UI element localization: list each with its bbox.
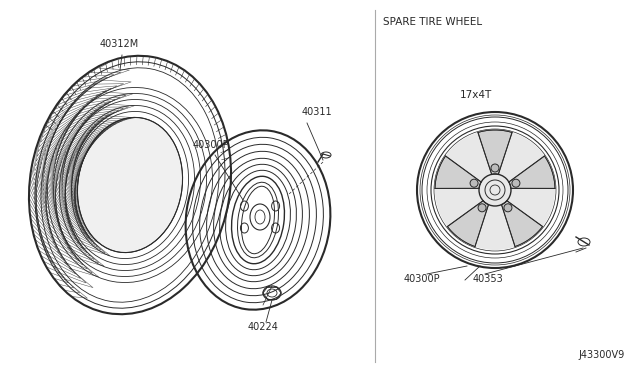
Ellipse shape [491, 164, 499, 172]
Text: SPARE TIRE WHEEL: SPARE TIRE WHEEL [383, 17, 482, 27]
Text: 40224: 40224 [248, 322, 278, 332]
Ellipse shape [470, 179, 478, 187]
Polygon shape [509, 156, 555, 189]
Polygon shape [502, 201, 543, 247]
Polygon shape [447, 201, 488, 247]
Ellipse shape [77, 118, 182, 253]
Text: 40311: 40311 [302, 107, 333, 117]
Text: 40353: 40353 [473, 274, 504, 284]
Polygon shape [435, 156, 481, 189]
Text: 17x4T: 17x4T [460, 90, 492, 100]
Text: 40312M: 40312M [100, 39, 140, 49]
Text: J43300V9: J43300V9 [579, 350, 625, 360]
Ellipse shape [478, 204, 486, 212]
Text: 40300P: 40300P [404, 274, 440, 284]
Ellipse shape [504, 204, 512, 212]
Circle shape [435, 130, 555, 250]
Polygon shape [478, 130, 512, 174]
Ellipse shape [512, 179, 520, 187]
Text: 40300P: 40300P [193, 140, 230, 150]
